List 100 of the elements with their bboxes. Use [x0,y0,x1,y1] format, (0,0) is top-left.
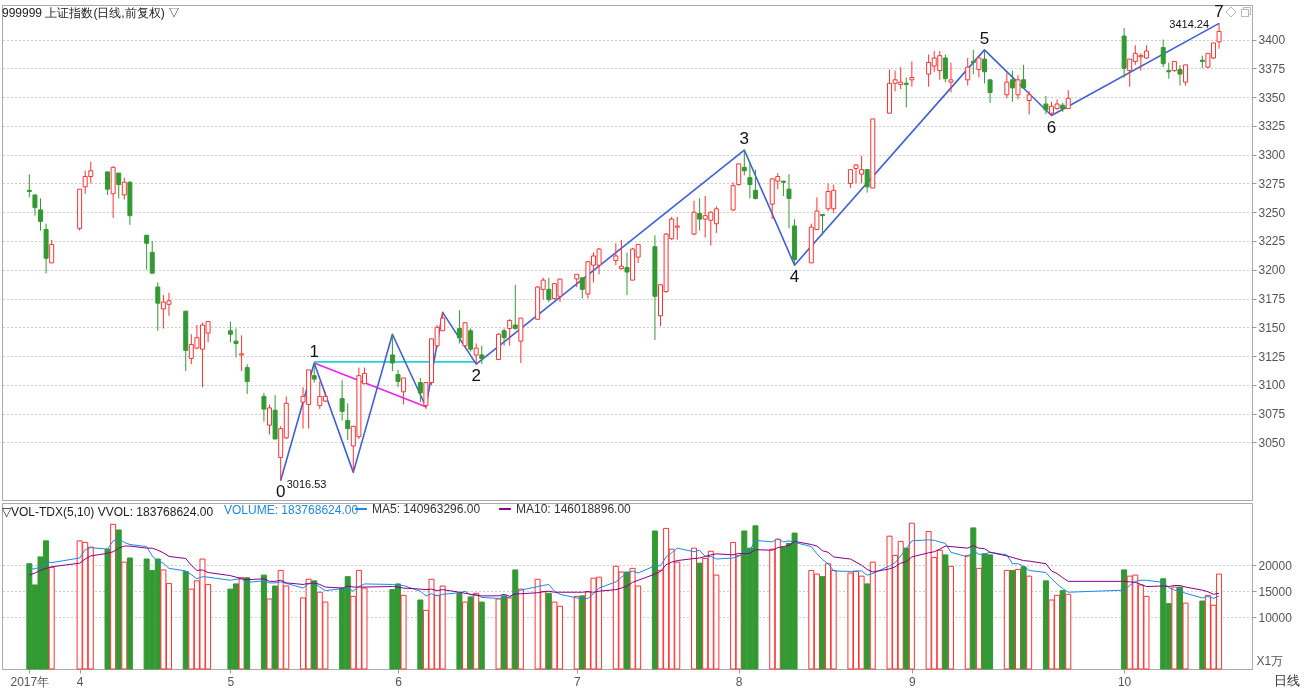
annotation: 4 [789,267,800,287]
bar [495,598,502,670]
text: 日线 [1274,673,1300,688]
candlestick [786,173,792,229]
candlestick [468,327,474,352]
bar [517,588,524,670]
bar [1026,575,1033,670]
candlestick [239,334,245,372]
bar [1160,578,1167,670]
annotation: 7 [1214,2,1224,22]
candlestick [736,163,742,187]
candlestick [155,281,161,332]
candlestick [1177,64,1183,87]
candlestick [909,60,915,88]
bar [780,546,787,670]
y-tick-label: 15000 [1258,584,1293,599]
candlestick [613,242,619,266]
bar [1199,600,1206,670]
candlestick [820,214,825,236]
y-axis-title: X1万 [1256,653,1284,668]
annotation: 3016.53 [286,477,327,490]
candlestick [32,194,38,217]
candlestick [233,327,239,358]
bar [467,596,474,670]
candlestick [116,172,122,199]
y-tick-label: 3250 [1258,205,1286,220]
bar [1020,566,1027,670]
annotation: 6 [1046,117,1057,137]
y-tick-label: 3350 [1258,90,1286,105]
bar [908,522,915,670]
candlestick [244,363,250,395]
annotation: 3 [739,129,750,149]
candlestick [144,234,150,271]
y-tick-label: 3300 [1258,148,1286,163]
candlestick [741,149,747,176]
candlestick [942,54,948,83]
candlestick [512,284,518,331]
bar [819,576,826,670]
bar [947,565,954,670]
candlestick [864,169,870,194]
line-series [279,22,1220,482]
candlestick [149,240,155,274]
y-tick-label: 3150 [1258,320,1286,335]
candlestick [1026,90,1032,115]
candlestick [121,177,127,201]
candlestick [624,252,630,296]
y-tick-label: 3200 [1258,263,1286,278]
bar [456,592,463,670]
candlestick [479,345,485,365]
x-tick-label: 2017年 [10,674,50,688]
bar [473,592,480,670]
candlestick [473,342,479,365]
candlestick [903,77,909,108]
annotation: 5 [979,28,990,48]
bar [1009,569,1016,670]
candlestick [261,392,267,423]
candlestick [227,321,233,343]
chart-title: 999999 上证指数(日线,前复权) ▽ [2,6,181,21]
candlestick [395,369,401,388]
y-tick-label: 3375 [1258,61,1286,76]
candlestick [26,173,32,198]
bar [970,527,977,670]
candlestick [456,309,462,344]
y-tick-label: 3125 [1258,349,1286,364]
candlestick [970,49,976,75]
annotation: 0 [275,482,286,502]
y-tick-label: 3075 [1258,407,1286,422]
chart-title: ▽VOL-TDX(5,10) VVOL: 183768624.00 [2,505,214,519]
y-tick-label: 3275 [1258,176,1286,191]
bar [417,599,424,670]
bar [1121,569,1128,670]
bar [501,595,508,670]
bar [400,594,407,670]
candlestick [49,239,55,264]
annotation: 3414.24 [1169,18,1210,31]
bar [1171,586,1178,670]
candlestick [462,322,468,349]
bar [869,561,876,670]
candlestick [1183,64,1189,87]
candlestick [267,403,273,435]
bar [478,601,485,670]
x-tick-label: 7 [573,674,581,688]
bar [104,548,111,670]
candlestick [579,277,585,300]
bar [579,595,586,670]
y-tick-label: 10000 [1258,610,1293,625]
candlestick [1216,22,1222,50]
x-tick-label: 10 [1117,674,1132,688]
bar [696,562,703,670]
candlestick [976,57,982,79]
bar [272,585,279,670]
candlestick [401,377,407,405]
y-tick-label: 3225 [1258,234,1286,249]
legend-label: MA5: 140963296.00 [372,502,481,516]
candlestick [518,317,524,364]
x-tick-label: 9 [909,674,917,688]
bar [126,557,133,670]
candlestick [1021,64,1027,90]
candlestick [311,362,317,384]
bar [266,598,273,670]
